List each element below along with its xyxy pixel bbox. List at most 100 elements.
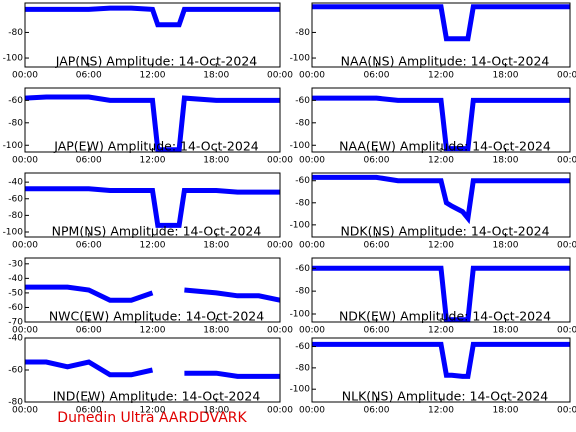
signal-line [312,341,570,379]
x-tick-label: 06:00 [76,326,102,336]
panel-title: NAA(EW) Amplitude: 14-Oct-2024 [339,139,551,154]
x-tick-label: 06:00 [76,156,102,166]
y-tick-label: -80 [8,398,23,408]
y-tick-label: -60 [8,96,23,106]
x-tick-label: 12:00 [428,71,454,81]
x-tick-label: 12:00 [428,156,454,166]
y-tick-label: -40 [8,334,23,344]
y-tick-label: -100 [290,310,311,320]
y-tick-label: -60 [8,303,23,313]
x-tick-label: 00:00 [12,156,38,166]
y-tick-label: -60 [295,96,310,106]
y-tick-label: -40 [8,274,23,284]
panel-title: JAP(NS) Amplitude: 14-Oct-2024 [55,54,258,69]
y-tick-label: -60 [295,342,310,352]
y-tick-label: -70 [8,318,23,328]
y-tick-label: -100 [290,385,311,395]
y-tick-label: -60 [295,176,310,186]
x-tick-label: 18:00 [493,71,519,81]
signal-line [25,359,280,379]
panel-title: IND(EW) Amplitude: 14-Oct-2024 [53,389,261,404]
y-tick-label: -80 [295,363,310,373]
y-tick-label: -50 [8,288,23,298]
x-tick-label: 18:00 [203,326,229,336]
signal-line [24,94,280,153]
x-tick-label: 00:00 [299,326,325,336]
x-tick-label: 00:00 [267,326,293,336]
x-tick-label: 00:00 [557,406,576,416]
x-tick-label: 18:00 [493,406,519,416]
y-tick-label: -60 [8,366,23,376]
x-tick-label: 12:00 [140,156,166,166]
y-tick-label: -80 [295,198,310,208]
x-tick-label: 12:00 [140,406,166,416]
panel-title: NDK(EW) Amplitude: 14-Oct-2024 [339,309,551,324]
x-tick-label: 18:00 [203,241,229,251]
signal-line [312,265,570,323]
y-tick-label: -100 [290,141,311,151]
x-tick-label: 18:00 [493,241,519,251]
x-tick-label: 00:00 [557,326,576,336]
caption: Dunedin Ultra AARDDVARK [57,410,247,426]
x-tick-label: 06:00 [76,406,102,416]
x-tick-label: 00:00 [12,326,38,336]
panel-title: NLK(NS) Amplitude: 14-Oct-2024 [342,389,549,404]
x-tick-label: 00:00 [299,406,325,416]
x-tick-label: 18:00 [493,156,519,166]
x-tick-label: 12:00 [428,406,454,416]
panel-title: NWC(EW) Amplitude: 14-Oct-2024 [49,309,264,324]
x-tick-label: 18:00 [493,326,519,336]
x-tick-label: 00:00 [267,71,293,81]
panel-title: JAP(EW) Amplitude: 14-Oct-2024 [53,139,259,154]
x-tick-label: 00:00 [12,406,38,416]
x-tick-label: 00:00 [267,406,293,416]
panel-title: NDK(NS) Amplitude: 14-Oct-2024 [340,224,549,239]
signal-line [312,95,570,152]
signal-line [312,174,570,225]
x-tick-label: 12:00 [140,326,166,336]
x-tick-label: 00:00 [299,71,325,81]
x-tick-label: 06:00 [364,326,390,336]
panel-title: NAA(NS) Amplitude: 14-Oct-2024 [341,54,550,69]
x-tick-label: 00:00 [557,241,576,251]
y-tick-label: -80 [295,118,310,128]
x-tick-label: 00:00 [12,71,38,81]
y-tick-label: -80 [295,287,310,297]
y-tick-label: -40 [8,178,23,188]
x-tick-label: 06:00 [364,156,390,166]
x-tick-label: 00:00 [267,241,293,251]
x-tick-label: 06:00 [76,71,102,81]
signal-line [25,186,280,228]
signal-line [25,284,281,303]
x-tick-label: 00:00 [12,241,38,251]
x-tick-label: 12:00 [428,241,454,251]
y-tick-label: -100 [290,54,311,64]
y-tick-label: -100 [290,220,311,230]
x-tick-label: 06:00 [364,406,390,416]
x-tick-label: 18:00 [203,406,229,416]
y-tick-label: -100 [3,141,24,151]
y-tick-label: -100 [3,228,24,238]
x-tick-label: 00:00 [299,156,325,166]
x-tick-label: 00:00 [557,156,576,166]
x-tick-label: 18:00 [203,156,229,166]
y-tick-label: -80 [295,28,310,38]
x-tick-label: 12:00 [140,241,166,251]
x-tick-label: 18:00 [203,71,229,81]
y-tick-label: -80 [8,118,23,128]
y-tick-label: -30 [8,259,23,269]
x-tick-label: 06:00 [364,71,390,81]
x-tick-label: 12:00 [428,326,454,336]
y-tick-label: -80 [8,28,23,38]
y-tick-label: -80 [8,211,23,221]
x-tick-label: 12:00 [140,71,166,81]
panel-title: NPM(NS) Amplitude: 14-Oct-2024 [52,224,262,239]
x-tick-label: 06:00 [76,241,102,251]
x-tick-label: 00:00 [299,241,325,251]
y-tick-label: -60 [295,264,310,274]
signal-line [312,4,570,42]
x-tick-label: 00:00 [267,156,293,166]
signal-line [25,5,280,28]
x-tick-label: 06:00 [364,241,390,251]
